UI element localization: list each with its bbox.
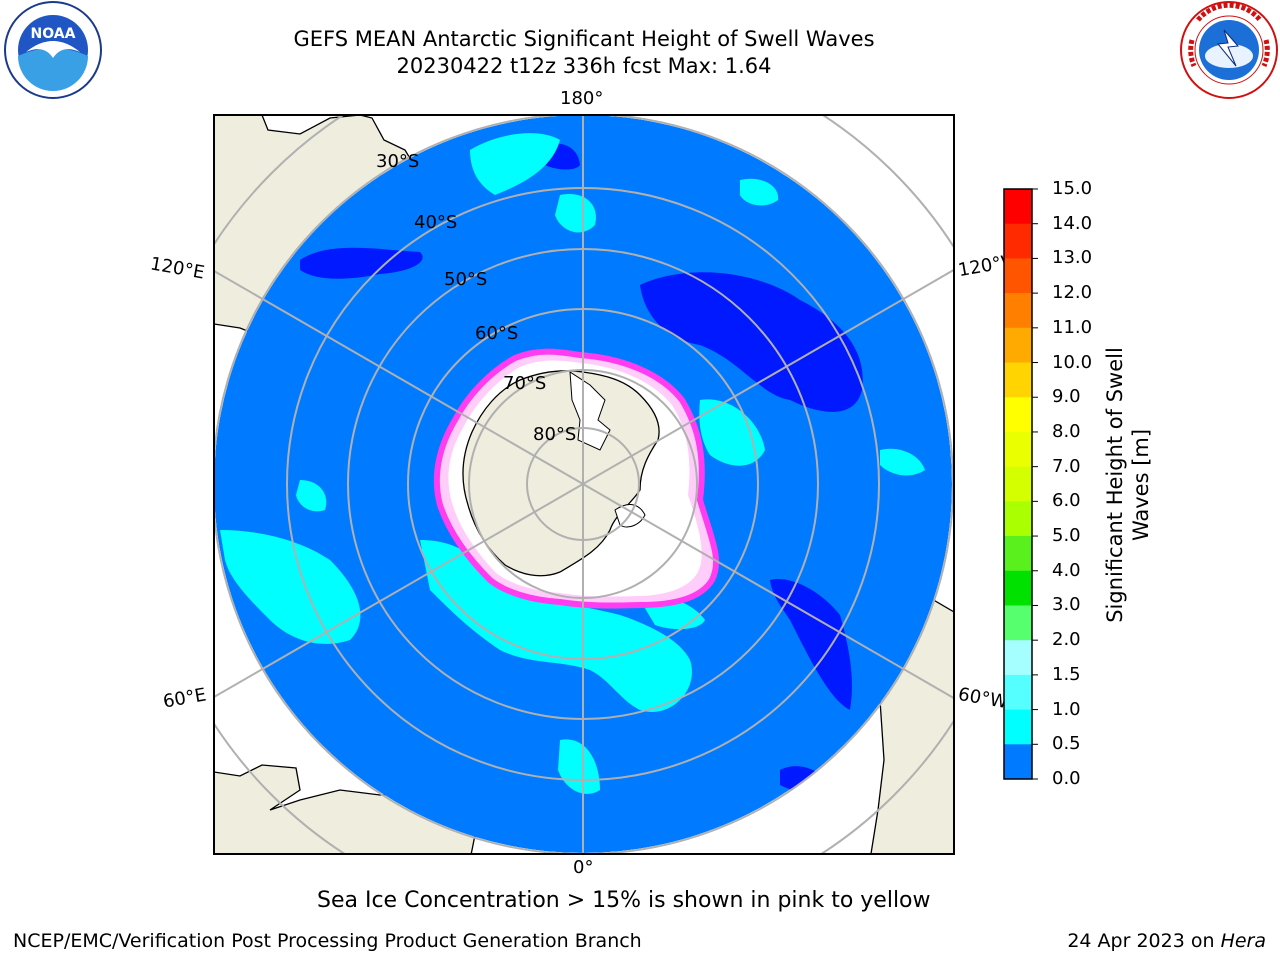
colorbar-segment [1004, 362, 1032, 398]
footer-date: 24 Apr 2023 on Hera [1067, 930, 1266, 952]
colorbar-segment [1004, 258, 1032, 294]
nws-logo-icon [1180, 1, 1278, 99]
chart-title: GEFS MEAN Antarctic Significant Height o… [293, 27, 875, 51]
footer-credit: NCEP/EMC/Verification Post Processing Pr… [13, 930, 642, 952]
lon-label-0: 0° [573, 857, 594, 878]
lon-label-180: 180° [560, 88, 604, 109]
colorbar-segment [1004, 536, 1032, 572]
colorbar-segment [1004, 674, 1032, 711]
colorbar-tick-label: 9.0 [1052, 386, 1081, 408]
lat-label-40s: 40°S [414, 212, 458, 233]
swell-low-patches [300, 143, 863, 796]
colorbar-tick-label: 5.0 [1052, 525, 1081, 547]
colorbar-tick-label: 14.0 [1052, 212, 1093, 234]
chart-subtitle: 20230422 t12z 336h fcst Max: 1.64 [396, 54, 772, 78]
map-frame [213, 114, 955, 855]
colorbar-segment [1004, 223, 1032, 259]
colorbar-segment [1004, 709, 1032, 745]
colorbar-title: Significant Height of Swell Waves [m] [1103, 347, 1153, 623]
colorbar-tick-label: 7.0 [1052, 455, 1081, 477]
colorbar-segment [1004, 501, 1032, 537]
colorbar-tick-label: 4.0 [1052, 559, 1081, 581]
colorbar-tick-label: 13.0 [1052, 247, 1093, 269]
antarctica [433, 348, 720, 609]
lat-label-30s: 30°S [376, 151, 420, 172]
colorbar-tick-label: 0.5 [1052, 733, 1081, 755]
colorbar-tick-label: 8.0 [1052, 420, 1081, 442]
noaa-logo-text: NOAA [31, 26, 76, 42]
noaa-logo-icon: NOAA [4, 1, 102, 99]
colorbar-segment [1004, 605, 1032, 641]
colorbar-tick-label: 1.5 [1052, 663, 1081, 685]
colorbar-segment [1004, 466, 1032, 502]
colorbar-segment [1004, 189, 1032, 225]
colorbar [1003, 188, 1038, 780]
footer-host: Hera [1220, 930, 1266, 952]
colorbar-segment [1004, 431, 1032, 468]
lat-label-60s: 60°S [475, 323, 519, 344]
colorbar-segment [1004, 570, 1032, 606]
lat-label-50s: 50°S [444, 269, 488, 290]
colorbar-segment [1004, 397, 1032, 433]
colorbar-tick-label: 3.0 [1052, 594, 1081, 616]
colorbar-tick-label: 11.0 [1052, 316, 1093, 338]
colorbar-tick-label: 10.0 [1052, 351, 1093, 373]
colorbar-tick-label: 2.0 [1052, 629, 1081, 651]
lat-label-80s: 80°S [533, 424, 577, 445]
colorbar-tick-label: 15.0 [1052, 178, 1093, 199]
colorbar-tick-label: 12.0 [1052, 282, 1093, 304]
colorbar-tick-label: 0.0 [1052, 768, 1081, 789]
colorbar-segment [1004, 293, 1032, 329]
colorbar-tick-label: 1.0 [1052, 698, 1081, 720]
colorbar-segment [1004, 744, 1032, 780]
colorbar-frame [1003, 188, 1033, 780]
colorbar-segment [1004, 640, 1032, 676]
colorbar-tick-label: 6.0 [1052, 490, 1081, 512]
colorbar-segment [1004, 327, 1032, 364]
lat-label-70s: 70°S [503, 373, 547, 394]
